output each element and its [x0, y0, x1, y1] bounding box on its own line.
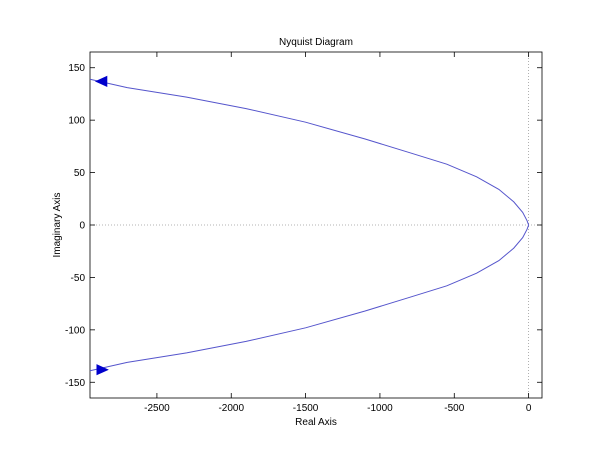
y-tick-label: 50 — [74, 168, 86, 179]
y-tick-label: 150 — [68, 63, 85, 74]
x-tick-label: -500 — [444, 403, 464, 414]
y-tick-label: 100 — [68, 116, 85, 127]
axis-ticks: -2500 -2000 -1500 -1000 -500 0-150-100-500501… — [65, 52, 542, 414]
direction-arrow-0 — [94, 75, 108, 87]
y-tick-label: -150 — [65, 378, 85, 389]
y-tick-label: -50 — [71, 273, 86, 284]
y-tick-label: 0 — [79, 221, 85, 232]
nyquist-curve-0 — [89, 78, 530, 372]
plot-area — [89, 51, 543, 399]
chart-title: Nyquist Diagram — [279, 37, 353, 48]
x-tick-label: -2500 — [144, 403, 170, 414]
y-tick-label: -100 — [65, 325, 85, 336]
x-tick-label: -1000 — [367, 403, 393, 414]
x-tick-label: -2000 — [218, 403, 244, 414]
x-tick-label: 0 — [526, 403, 532, 414]
direction-arrow-1 — [96, 364, 109, 376]
x-tick-label: -1500 — [293, 403, 319, 414]
y-axis-title: Imaginary Axis — [52, 192, 63, 257]
x-axis-title: Real Axis — [295, 417, 337, 428]
